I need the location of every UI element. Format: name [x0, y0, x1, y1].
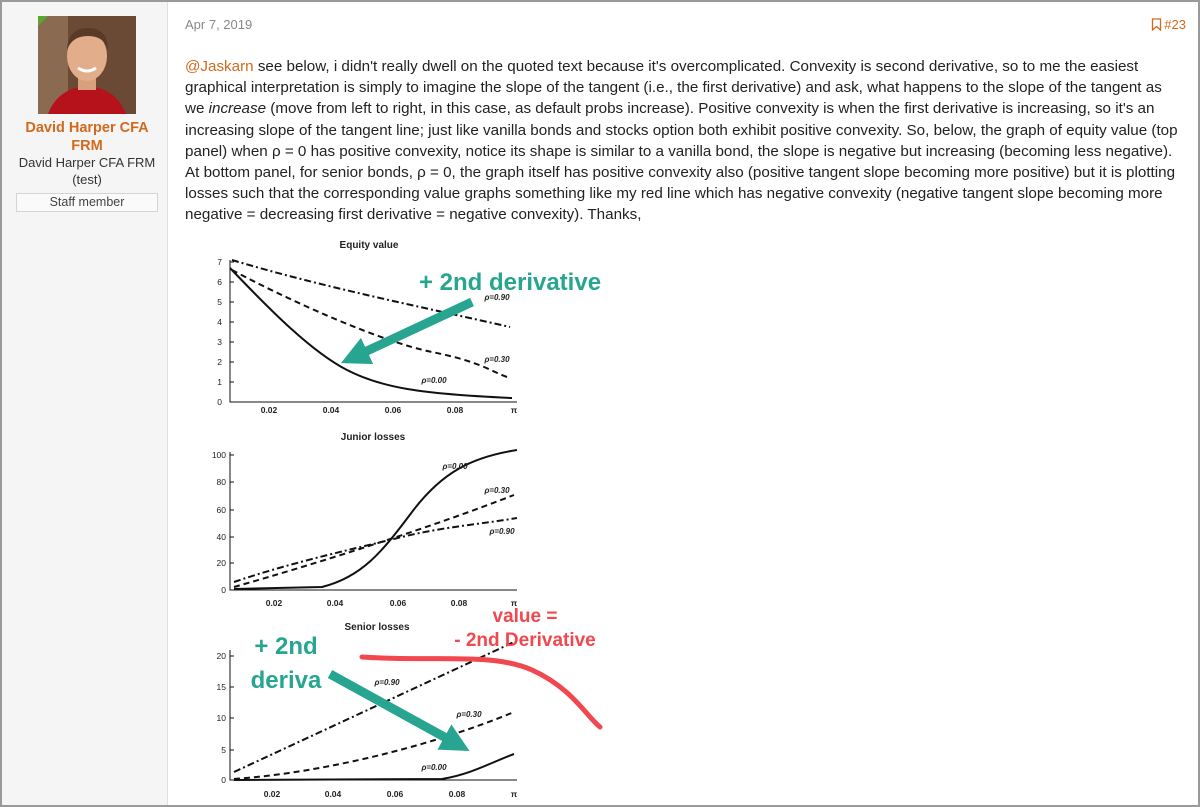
- post-number-text: #23: [1164, 17, 1186, 32]
- x-tick-label: π: [511, 405, 518, 415]
- x-tick-label: 0.06: [390, 598, 407, 608]
- y-tick-label: 20: [217, 558, 227, 568]
- x-tick-label: 0.08: [447, 405, 464, 415]
- curve: [233, 753, 515, 781]
- x-tick-label: 0.04: [327, 598, 344, 608]
- body-text: see below, i didn't really dwell on the …: [185, 58, 1162, 118]
- y-tick-label: 7: [217, 257, 222, 267]
- post-date[interactable]: Apr 7, 2019: [185, 17, 253, 32]
- panel-title: Senior losses: [344, 622, 409, 633]
- user-sidebar: David Harper CFA FRM David Harper CFA FR…: [2, 2, 168, 805]
- annotation: + 2nd derivative: [419, 269, 601, 296]
- curve-label: ρ=0.90: [373, 678, 400, 687]
- annotation: deriva: [251, 667, 322, 694]
- curves: [229, 259, 518, 781]
- x-tick-label: 0.02: [264, 789, 281, 799]
- curve-label: ρ=0.30: [483, 355, 510, 364]
- y-tick-label: 5: [221, 745, 226, 755]
- x-tick-label: 0.06: [385, 405, 402, 415]
- body-text: (move from left to right, in this case, …: [185, 100, 1178, 224]
- y-tick-label: 10: [217, 713, 227, 723]
- annotation: value =: [493, 606, 558, 627]
- author-title: David Harper CFA FRM (test): [18, 155, 156, 187]
- y-tick-label: 2: [217, 357, 222, 367]
- y-tick-label: 1: [217, 377, 222, 387]
- curve: [231, 259, 511, 328]
- avatar-hair: [67, 28, 108, 50]
- body-emphasis: increase: [208, 100, 267, 118]
- y-tick-label: 100: [212, 450, 226, 460]
- panel-title: Junior losses: [341, 432, 406, 443]
- panel-title: Equity value: [340, 240, 399, 251]
- curve: [233, 449, 518, 590]
- y-tick-label: 0: [221, 775, 226, 785]
- red-line: [359, 654, 603, 730]
- author-name[interactable]: David Harper CFA FRM: [25, 120, 149, 154]
- y-tick-label: 6: [217, 277, 222, 287]
- curve: [231, 269, 508, 378]
- y-tick-label: 80: [217, 477, 227, 487]
- avatar-smile: [77, 66, 97, 73]
- y-tick-label: 5: [217, 297, 222, 307]
- x-tick-label: 0.04: [325, 789, 342, 799]
- online-marker: [38, 16, 48, 26]
- mention-link[interactable]: @Jaskarn: [185, 58, 254, 75]
- x-tick-label: 0.02: [266, 598, 283, 608]
- y-tick-label: 0: [221, 585, 226, 595]
- curve-label: ρ=0.30: [483, 486, 510, 495]
- annotation: + 2nd: [254, 633, 317, 660]
- annotation: - 2nd Derivative: [454, 630, 596, 651]
- y-tick-label: 4: [217, 317, 222, 327]
- x-tick-label: π: [511, 789, 518, 799]
- curve: [229, 267, 513, 399]
- x-tick-label: 0.04: [323, 405, 340, 415]
- curve-label: ρ=0.00: [420, 376, 447, 385]
- x-tick-label: 0.08: [451, 598, 468, 608]
- avatar-shirt: [48, 86, 126, 114]
- curve-label: ρ=0.90: [483, 293, 510, 302]
- x-tick-label: π: [511, 598, 518, 608]
- curve-label: ρ=0.90: [488, 527, 515, 536]
- staff-badge: Staff member: [16, 193, 158, 212]
- x-tick-label: 0.02: [261, 405, 278, 415]
- curve: [233, 494, 515, 588]
- curve-label: ρ=0.00: [441, 462, 468, 471]
- curve-label: ρ=0.30: [455, 710, 482, 719]
- x-tick-label: 0.06: [387, 789, 404, 799]
- avatar[interactable]: [38, 16, 136, 114]
- curve: [233, 711, 515, 780]
- curve: [233, 641, 515, 773]
- y-tick-label: 3: [217, 337, 222, 347]
- y-tick-label: 20: [217, 651, 227, 661]
- y-tick-label: 0: [217, 397, 222, 407]
- y-tick-label: 15: [217, 682, 227, 692]
- avatar-face: [67, 31, 107, 81]
- post-body: @Jaskarn see below, i didn't really dwel…: [185, 56, 1180, 226]
- teal-arrow: [340, 297, 474, 364]
- y-tick-label: 60: [217, 505, 227, 515]
- x-tick-label: 0.08: [449, 789, 466, 799]
- y-tick-label: 40: [217, 532, 227, 542]
- bookmark-icon: [1152, 18, 1162, 31]
- post-number[interactable]: #23: [1151, 17, 1186, 32]
- curve-label: ρ=0.00: [420, 763, 447, 772]
- curve: [233, 517, 518, 583]
- teal-arrow: [327, 670, 470, 751]
